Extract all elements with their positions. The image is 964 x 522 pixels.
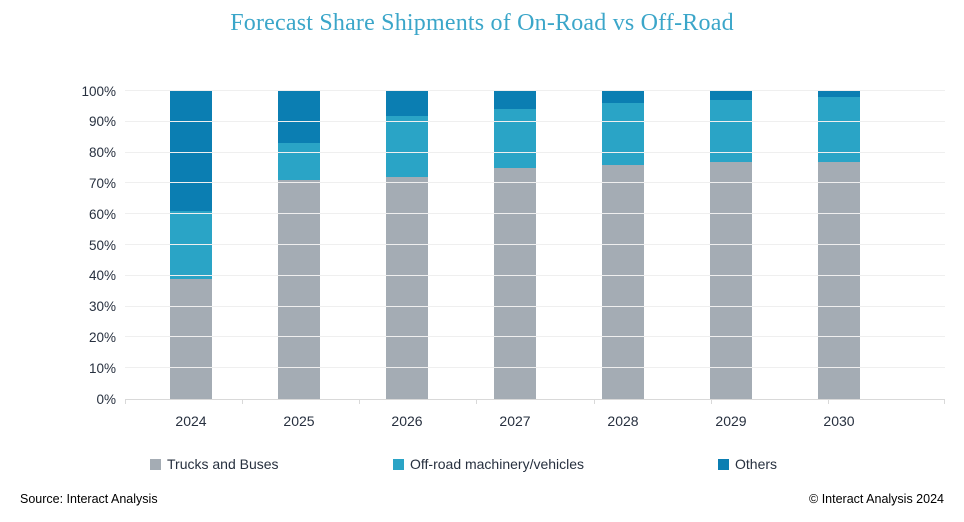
- x-axis-labels: 2024 2025 2026 2027 2028 2029 2030: [137, 413, 893, 433]
- x-axis-category-label: 2030: [823, 413, 855, 429]
- bar-segment: [170, 91, 212, 212]
- bar-segment: [170, 211, 212, 279]
- y-axis-tick-label: 20%: [88, 329, 116, 345]
- bar-segment: [170, 278, 212, 399]
- x-axis-category-label: 2028: [607, 413, 639, 429]
- gridline: [125, 244, 945, 245]
- y-axis-tick-label: 60%: [88, 206, 116, 222]
- gridline: [125, 90, 945, 91]
- bar-column-2029: [677, 91, 785, 399]
- bar-column-2028: [569, 91, 677, 399]
- x-axis-tick: [359, 400, 361, 404]
- plot-area: [125, 90, 945, 404]
- bar-column-2024: [137, 91, 245, 399]
- legend-item: Off-road machinery/vehicles: [393, 456, 584, 472]
- gridline: [125, 120, 945, 122]
- legend-label: Others: [735, 456, 778, 472]
- y-axis-tick-label: 0%: [96, 391, 116, 407]
- y-axis-tick-label: 40%: [88, 268, 116, 284]
- bar-segment: [818, 161, 860, 399]
- bars-row: [137, 91, 893, 399]
- bar-stack-2028: [602, 91, 644, 399]
- y-axis-tick-label: 10%: [88, 360, 116, 376]
- bar-segment: [386, 91, 428, 116]
- legend-swatch-icon: [393, 458, 404, 470]
- bar-column-2025: [245, 91, 353, 399]
- bar-stack-2026: [386, 91, 428, 399]
- y-axis-tick-label: 70%: [88, 175, 116, 191]
- x-axis-tick: [242, 400, 244, 404]
- y-axis-tick-label: 100%: [81, 83, 116, 99]
- bar-segment: [494, 91, 536, 110]
- legend-item: Trucks and Buses: [150, 456, 279, 472]
- bar-stack-2030: [818, 91, 860, 399]
- gridline: [125, 367, 945, 369]
- legend-item: Others: [718, 456, 777, 472]
- bar-segment: [494, 109, 536, 168]
- bar-column-2026: [353, 91, 461, 399]
- gridline: [125, 274, 945, 276]
- legend-label: Trucks and Buses: [167, 456, 279, 472]
- legend: Trucks and Buses Off-road machinery/vehic…: [0, 456, 964, 476]
- gridline: [125, 182, 945, 184]
- bar-stack-2027: [494, 91, 536, 399]
- bar-segment: [710, 91, 752, 101]
- legend-swatch-icon: [718, 458, 729, 470]
- x-axis-category-label: 2024: [175, 413, 207, 429]
- y-axis-tick-label: 50%: [88, 237, 116, 253]
- bar-segment: [818, 91, 860, 98]
- bar-column-2030: [785, 91, 893, 399]
- x-axis-tick: [125, 400, 126, 404]
- x-axis-tick: [593, 400, 595, 404]
- bar-segment: [278, 91, 320, 144]
- x-axis-category-label: 2026: [391, 413, 423, 429]
- bar-segment: [602, 91, 644, 104]
- x-axis-category-label: 2029: [715, 413, 747, 429]
- source-text: Source: Interact Analysis: [20, 492, 158, 506]
- copyright-text: © Interact Analysis 2024: [809, 492, 944, 506]
- bar-segment: [278, 143, 320, 181]
- x-axis-category-label: 2027: [499, 413, 531, 429]
- bar-segment: [494, 168, 536, 399]
- bar-column-2027: [461, 91, 569, 399]
- gridline: [125, 305, 945, 307]
- bar-segment: [386, 115, 428, 178]
- y-axis-tick-label: 30%: [88, 298, 116, 314]
- bar-segment: [278, 180, 320, 399]
- legend-label: Off-road machinery/vehicles: [410, 456, 585, 472]
- chart-title: Forecast Share Shipments of On-Road vs O…: [230, 10, 734, 36]
- bar-stack-2029: [710, 91, 752, 399]
- x-axis-tick: [476, 400, 478, 404]
- x-axis-tick: [827, 400, 829, 404]
- bar-segment: [602, 164, 644, 399]
- x-axis-tick: [944, 400, 945, 404]
- gridline: [125, 336, 945, 338]
- bar-segment: [710, 161, 752, 399]
- gridline: [125, 213, 945, 215]
- bar-segment: [386, 177, 428, 399]
- bar-segment: [710, 100, 752, 162]
- gridline: [125, 151, 945, 153]
- bar-segment: [818, 97, 860, 162]
- y-axis: 0% 10% 20% 30% 40% 50% 60% 70% 80% 90% 100%: [0, 84, 116, 405]
- bar-stack-2025: [278, 91, 320, 399]
- x-axis-category-label: 2025: [283, 413, 315, 429]
- bar-segment: [602, 103, 644, 165]
- bar-stack-2024: [170, 91, 212, 399]
- y-axis-tick-label: 90%: [88, 114, 116, 130]
- x-axis-tick: [710, 400, 712, 404]
- y-axis-tick-label: 80%: [88, 144, 116, 160]
- legend-swatch-icon: [150, 458, 161, 470]
